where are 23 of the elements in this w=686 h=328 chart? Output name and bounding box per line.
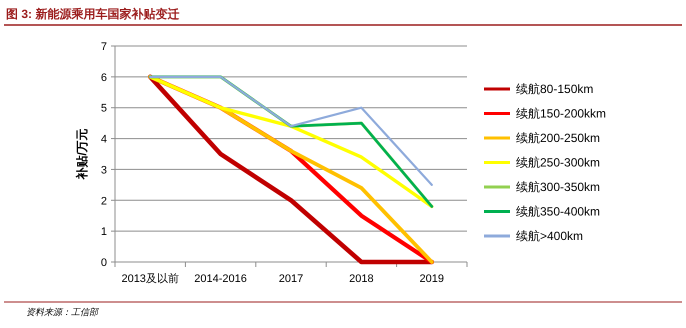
legend-label: 续航250-300km	[516, 156, 600, 170]
y-tick-label: 2	[100, 195, 107, 208]
y-axis-title: 补贴/万元	[75, 128, 89, 181]
y-tick-label: 4	[100, 134, 107, 146]
legend-label: 续航200-250km	[516, 131, 600, 145]
y-tick-label: 7	[100, 41, 107, 53]
legend-label: 续航350-400km	[516, 204, 600, 218]
y-tick-label: 6	[100, 72, 107, 84]
x-tick-label: 2018	[349, 273, 374, 285]
y-tick-label: 1	[100, 226, 107, 238]
y-tick-label: 5	[100, 102, 107, 115]
x-tick-label: 2013及以前	[121, 272, 179, 285]
y-tick-label: 0	[100, 257, 107, 269]
chart-title: 图 3: 新能源乘用车国家补贴变迁	[6, 7, 180, 21]
text: 资料来源：工信部	[26, 307, 99, 317]
x-tick-label: 2014-2016	[194, 273, 247, 285]
x-tick-label: 2019	[420, 273, 444, 285]
x-tick-label: 2017	[278, 273, 304, 285]
legend-label: 续航300-350km	[516, 180, 600, 194]
y-tick-label: 3	[100, 164, 107, 176]
legend-label: 续航150-200kkm	[516, 106, 606, 120]
legend-label: 续航>400km	[516, 229, 584, 243]
legend-label: 续航80-150km	[516, 82, 594, 96]
